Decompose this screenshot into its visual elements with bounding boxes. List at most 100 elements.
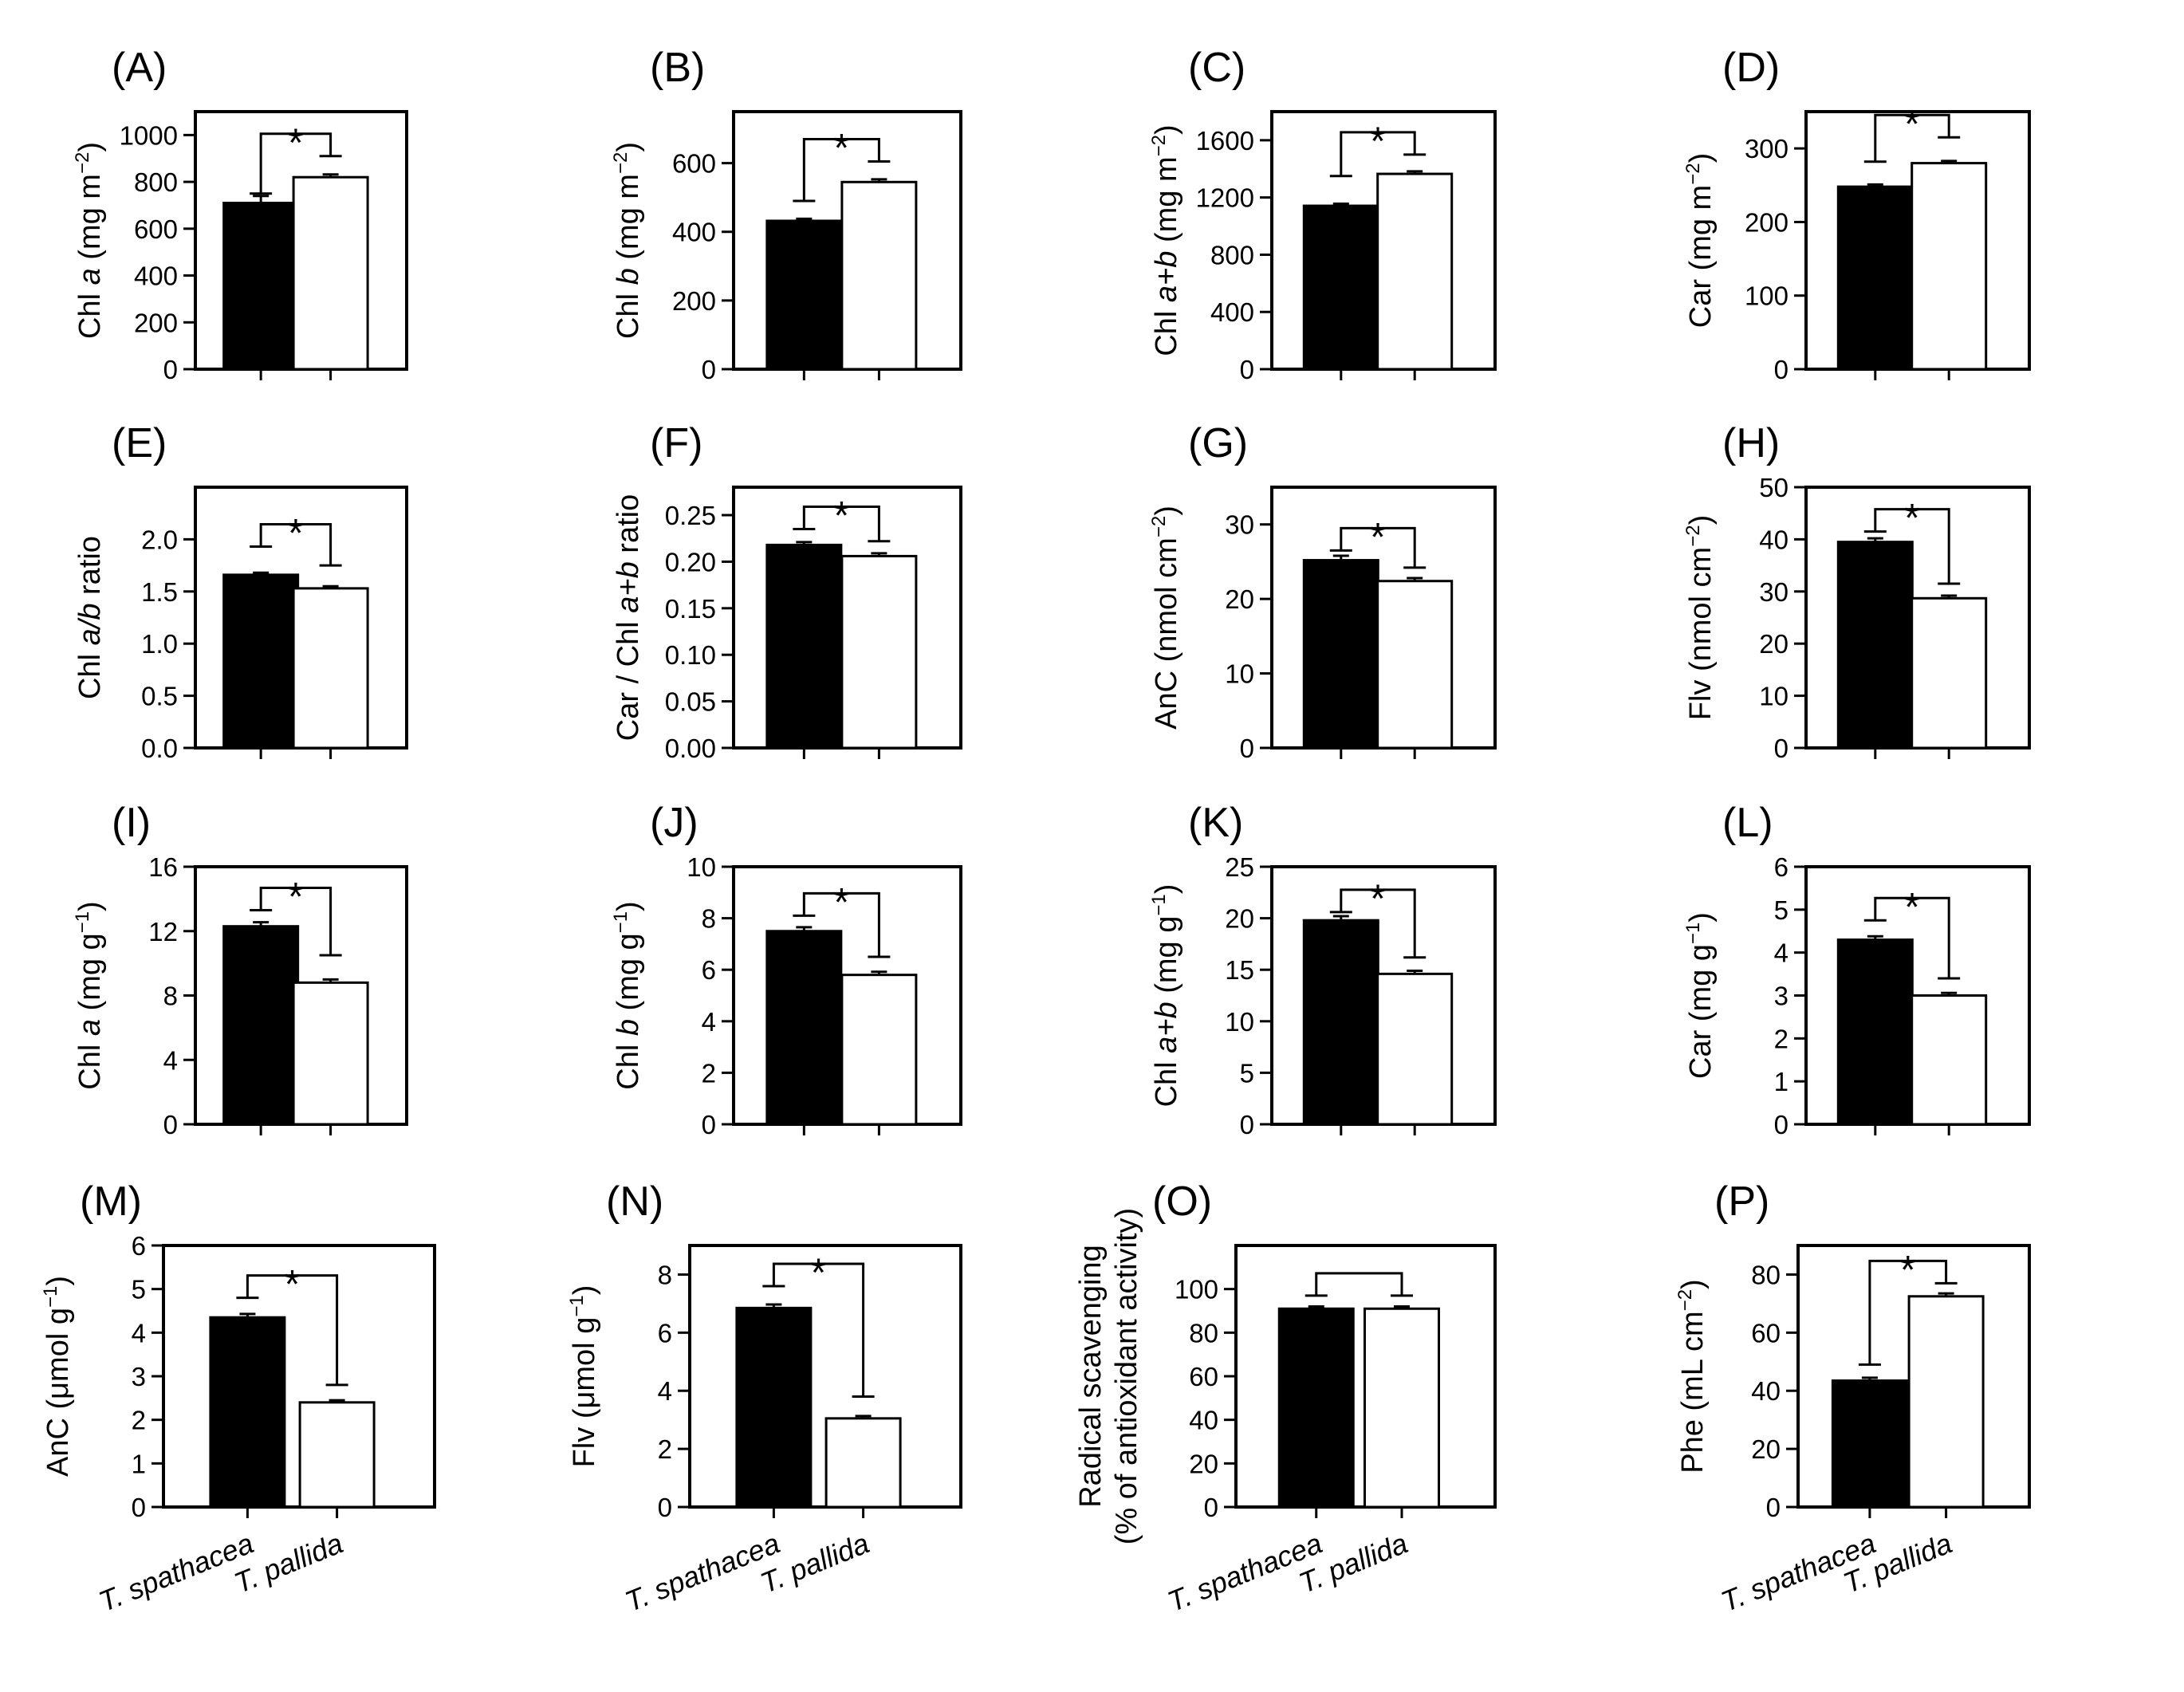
y-tick-label: 1.5 [141,577,178,607]
bar-t-pallida [292,981,369,1126]
y-axis-label-part: Chl [612,285,645,339]
bar-t-spathacea [1831,1379,1908,1509]
panel-o: (O) 0 20 40 60 80 100 Radical scavenging (% of a… [1074,1178,1497,1618]
y-tick-label: 800 [134,167,178,197]
y-tick-label: 0 [1774,734,1789,763]
y-axis-label-part: a+b [1150,251,1183,302]
y-axis-label: Car (mg g−1) [1682,912,1718,1079]
bar-t-spathacea [735,1306,813,1509]
y-axis-label-part: (mg g [612,933,645,1019]
significance-bracket [762,1262,875,1399]
panel-label-e: (E) [112,420,167,466]
y-tick-label: 4 [163,1045,178,1075]
bar-t-spathacea [1836,541,1914,750]
y-tick-label: 1.0 [141,629,178,659]
y-tick-label: 400 [134,262,178,291]
y-tick-label: 0 [1774,1110,1789,1139]
y-axis-label-part: −1 [610,911,632,933]
y-axis-label-part: (mg m [1150,156,1183,250]
y-tick-label: 0 [1240,1110,1254,1139]
bar-t-pallida [824,1417,902,1509]
y-axis-label-part: ) [1684,515,1718,525]
y-tick-label: 4 [1774,938,1789,968]
y-tick-label: 0 [163,1110,178,1139]
y-tick-label: 16 [148,852,178,882]
y-axis-label-part: AnC ( [41,1399,75,1477]
y-tick-label: 1000 [120,120,178,150]
y-axis-label-part: (mg m [73,174,107,268]
bar-t-pallida [1911,596,1988,750]
y-tick-label: 400 [1210,297,1254,327]
y-axis-label-part: Car (mg g [1684,944,1718,1079]
y-axis-label-part: ) [1684,912,1718,923]
bar-t-pallida [1376,972,1454,1126]
y-tick-label: 10 [687,852,716,882]
bar-t-pallida [298,1401,376,1509]
bar-t-spathacea [1836,185,1914,371]
panel-label-g: (G) [1188,420,1248,466]
significance-marker: * [834,494,849,538]
y-tick-label: 100 [1745,281,1789,311]
y-tick-label: 6 [658,1318,672,1348]
significance-bracket [1863,113,1961,163]
y-axis-label-part: ) [612,901,645,911]
bar-t-spathacea [222,202,300,371]
panel-label-d: (D) [1722,45,1780,91]
y-axis-label: Chl b (mg m−2) [610,142,645,339]
panel-c: (C) 0 400 800 1200 1600 * Chl a+b (mg m−2) [1148,45,1497,384]
bar-t-spathacea [765,543,843,750]
y-tick-label: 6 [1774,852,1789,882]
y-axis-label: Phe (mL cm−2) [1674,1279,1710,1473]
y-axis-label-part: −2 [1682,525,1704,546]
y-axis-label-part: (mg m [612,174,645,268]
panel-label-k: (K) [1188,800,1243,846]
significance-marker: * [834,879,849,924]
y-axis-label-part: Chl [612,1036,645,1090]
panel-b: (B) 0 200 400 600 * Chl b (mg m−2) [610,45,962,384]
y-tick-label: 0.15 [665,594,716,624]
panel-label-m: (M) [80,1178,142,1225]
panel-d: (D) 0 100 200 300 * Car (mg m−2) [1682,45,2031,384]
y-tick-label: 40 [1751,1376,1781,1406]
y-tick-label: 100 [1175,1275,1218,1304]
y-axis-label-part: −2 [610,152,632,174]
panel-label-a: (A) [112,45,167,91]
significance-marker: * [1904,101,1919,146]
y-tick-label: 10 [1225,659,1254,689]
y-tick-label: 0 [1204,1493,1218,1522]
y-tick-label: 20 [1759,629,1789,659]
y-tick-label: 25 [1225,852,1254,882]
y-axis-label: Flv (nmol cm−2) [1682,515,1718,720]
y-axis-label-part: Phe (mL cm [1676,1311,1710,1473]
y-axis-label-part: a+b [612,561,645,612]
bar-t-spathacea [1302,559,1379,750]
y-tick-label: 5 [1240,1058,1254,1088]
panel-label-p: (P) [1714,1178,1769,1225]
y-tick-label: 60 [1751,1318,1781,1348]
y-axis-label-part: −1 [1682,923,1704,944]
y-axis-label-part: ) [1684,153,1718,163]
panel-label-f: (F) [650,420,702,466]
significance-marker: * [1904,884,1919,929]
y-tick-label: 0 [132,1493,146,1522]
significance-bracket [250,523,342,567]
y-axis-label: Chl b (mg g−1) [610,901,645,1089]
y-axis-label-part: −2 [1148,516,1170,537]
y-axis-label-part: Car / Chl [612,613,645,741]
y-axis-label: Flv (μmol g−1) [566,1285,601,1468]
y-tick-label: 6 [702,955,716,985]
y-axis-label-part: Flv (nmol cm [1684,547,1718,720]
y-axis-label-part: Chl [73,1036,107,1090]
bar-t-spathacea [222,925,300,1126]
y-axis-label: (% of antioxidant activity) [1110,1208,1143,1544]
panel-label-b: (B) [650,45,705,91]
y-axis-label-part: AnC (nmol cm [1150,537,1183,730]
y-tick-label: 0 [163,355,178,384]
significance-bracket [1304,1272,1413,1297]
y-axis-label-part: ratio [73,536,107,603]
y-tick-label: 20 [1751,1434,1781,1464]
y-axis-label-part: ) [568,1285,601,1296]
